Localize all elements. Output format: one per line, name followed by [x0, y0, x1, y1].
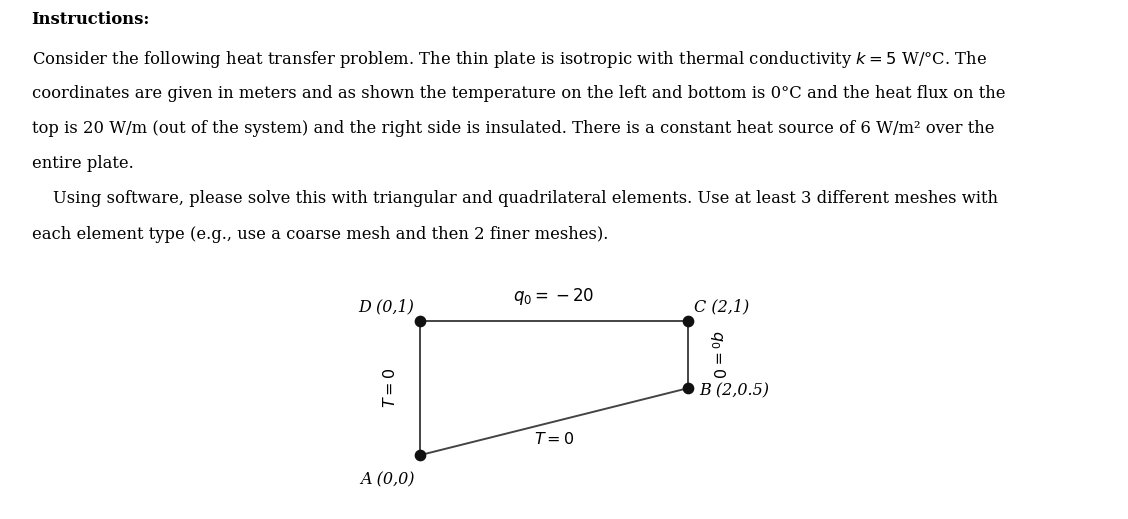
- Text: entire plate.: entire plate.: [32, 155, 133, 172]
- Text: Instructions:: Instructions:: [32, 11, 150, 29]
- Text: $q_0 = 0$: $q_0 = 0$: [708, 330, 728, 379]
- Text: C (2,1): C (2,1): [694, 298, 749, 315]
- Text: Using software, please solve this with triangular and quadrilateral elements. Us: Using software, please solve this with t…: [32, 190, 997, 208]
- Text: B (2,0.5): B (2,0.5): [699, 383, 769, 399]
- Point: [679, 384, 697, 392]
- Text: $T = 0$: $T = 0$: [381, 368, 398, 408]
- Text: A (0,0): A (0,0): [360, 471, 414, 488]
- Text: D (0,1): D (0,1): [359, 298, 414, 315]
- Text: coordinates are given in meters and as shown the temperature on the left and bot: coordinates are given in meters and as s…: [32, 85, 1005, 102]
- Text: $q_0 = -20$: $q_0 = -20$: [513, 286, 594, 307]
- Text: top is 20 W/m (out of the system) and the right side is insulated. There is a co: top is 20 W/m (out of the system) and th…: [32, 120, 994, 137]
- Text: Consider the following heat transfer problem. The thin plate is isotropic with t: Consider the following heat transfer pro…: [32, 49, 987, 70]
- Point: [411, 451, 429, 459]
- Text: $T = 0$: $T = 0$: [534, 431, 574, 448]
- Point: [679, 317, 697, 325]
- Text: each element type (e.g., use a coarse mesh and then 2 finer meshes).: each element type (e.g., use a coarse me…: [32, 226, 608, 243]
- Point: [411, 317, 429, 325]
